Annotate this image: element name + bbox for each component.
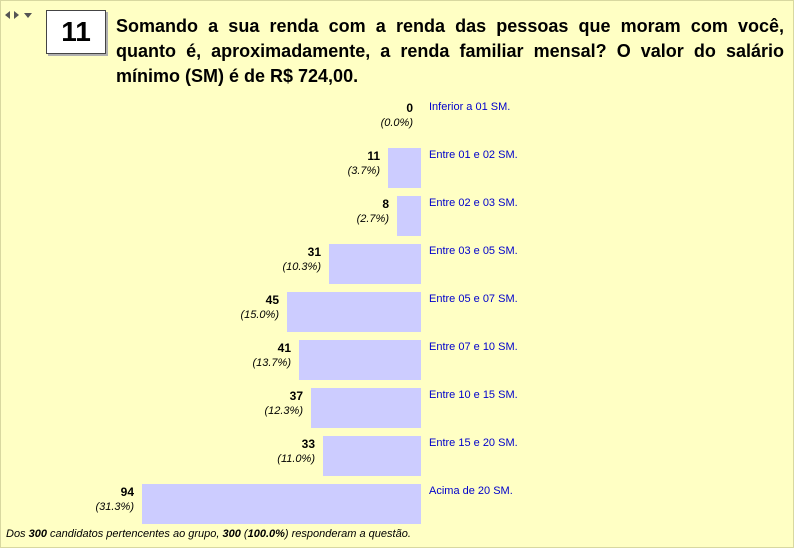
bar	[311, 388, 421, 428]
bar-count-label: 94	[121, 485, 135, 499]
bar-count-label: 0	[406, 101, 413, 115]
bar	[323, 436, 421, 476]
bar	[299, 340, 421, 380]
bar	[142, 484, 421, 524]
bar-count-label: 8	[382, 197, 389, 211]
bar-percent-label: (13.7%)	[252, 357, 291, 369]
category-label: Entre 07 e 10 SM.	[429, 341, 518, 353]
footer-suffix: ) responderam a questão.	[284, 528, 411, 540]
footer-answered: 300	[222, 528, 241, 540]
footer-total: 300	[28, 528, 47, 540]
question-number: 11	[46, 10, 106, 54]
bar-count-label: 31	[308, 245, 322, 259]
bar-count-label: 11	[367, 149, 380, 163]
arrow-left-icon[interactable]	[5, 11, 10, 19]
bar-percent-label: (0.0%)	[381, 117, 414, 129]
footer-open: (	[240, 528, 248, 540]
bar	[388, 148, 421, 188]
bar-count-label: 37	[290, 389, 304, 403]
category-label: Entre 01 e 02 SM.	[429, 149, 518, 161]
bar-percent-label: (31.3%)	[95, 501, 134, 513]
question-text: Somando a sua renda com a renda das pess…	[116, 16, 784, 86]
footer-percent: 100.0%	[247, 528, 285, 540]
footer-summary: Dos 300 candidatos pertencentes ao grupo…	[6, 528, 411, 540]
bar-percent-label: (3.7%)	[348, 165, 381, 177]
category-label: Entre 05 e 07 SM.	[429, 293, 518, 305]
bar-count-label: 33	[302, 437, 316, 451]
bar-count-label: 41	[278, 341, 292, 355]
bar-percent-label: (12.3%)	[264, 405, 303, 417]
bar	[329, 244, 421, 284]
bar	[397, 196, 421, 236]
category-label: Inferior a 01 SM.	[429, 101, 510, 113]
category-label: Entre 10 e 15 SM.	[429, 389, 518, 401]
bar-percent-label: (11.0%)	[277, 453, 315, 465]
footer-prefix: Dos	[6, 528, 29, 540]
dropdown-icon[interactable]	[24, 13, 32, 18]
bar-percent-label: (15.0%)	[240, 309, 279, 321]
footer-middle: candidatos pertencentes ao grupo,	[46, 528, 223, 540]
bar-count-label: 45	[266, 293, 280, 307]
arrow-right-icon[interactable]	[14, 11, 19, 19]
category-label: Entre 02 e 03 SM.	[429, 197, 518, 209]
bar-percent-label: (2.7%)	[357, 213, 390, 225]
category-label: Entre 03 e 05 SM.	[429, 245, 518, 257]
category-label: Acima de 20 SM.	[429, 485, 513, 497]
question-nav	[5, 11, 32, 19]
bar	[287, 292, 421, 332]
category-label: Entre 15 e 20 SM.	[429, 437, 518, 449]
bar-percent-label: (10.3%)	[282, 261, 321, 273]
